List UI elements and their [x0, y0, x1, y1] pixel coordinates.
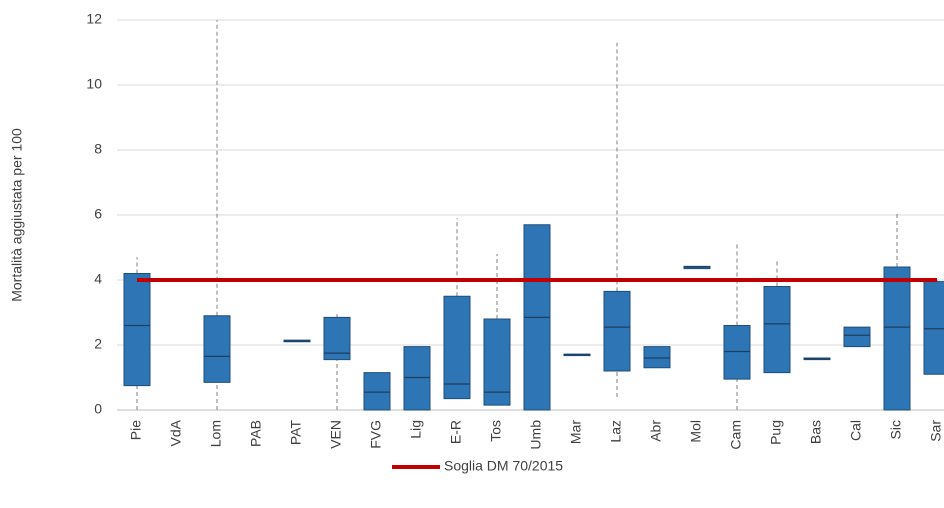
legend-label: Soglia DM 70/2015 — [444, 458, 563, 474]
x-tick-label: Lig — [408, 420, 424, 439]
x-tick-label: Cam — [728, 420, 744, 450]
box — [203, 315, 231, 383]
x-tick-label: Mol — [688, 420, 704, 443]
y-tick-label: 0 — [94, 401, 102, 417]
box — [643, 346, 671, 369]
y-axis-label: Mortalità aggiustata per 100 — [9, 128, 25, 302]
x-tick-label: PAB — [248, 420, 264, 447]
box — [603, 290, 631, 372]
x-tick-label: Sic — [888, 420, 904, 439]
x-tick-label: Sar — [928, 420, 944, 442]
x-tick-label: E-R — [448, 420, 464, 444]
x-tick-label: Pug — [768, 420, 784, 445]
x-tick-label: Bas — [808, 420, 824, 444]
box — [363, 372, 391, 411]
x-tick-label: Lom — [208, 420, 224, 447]
y-tick-label: 4 — [94, 271, 102, 287]
x-tick-label: Abr — [648, 420, 664, 442]
x-tick-label: VEN — [328, 420, 344, 449]
x-tick-label: Mar — [568, 420, 584, 444]
box — [883, 266, 911, 411]
box — [443, 295, 471, 400]
box — [843, 326, 871, 348]
x-tick-label: Laz — [608, 420, 624, 443]
x-tick-label: Umb — [528, 420, 544, 450]
box — [723, 325, 751, 380]
x-tick-label: Pie — [128, 420, 144, 440]
y-tick-label: 12 — [86, 11, 102, 27]
x-tick-label: VdA — [168, 419, 184, 446]
box — [123, 273, 151, 387]
box — [763, 286, 791, 374]
y-tick-label: 10 — [86, 76, 102, 92]
box — [403, 346, 431, 411]
x-tick-label: Cal — [848, 420, 864, 441]
y-tick-label: 8 — [94, 141, 102, 157]
box — [923, 281, 944, 375]
box — [483, 318, 511, 406]
y-tick-label: 6 — [94, 206, 102, 222]
y-tick-label: 2 — [94, 336, 102, 352]
x-tick-label: PAT — [288, 420, 304, 446]
x-tick-label: Tos — [488, 420, 504, 442]
x-tick-label: FVG — [368, 420, 384, 449]
